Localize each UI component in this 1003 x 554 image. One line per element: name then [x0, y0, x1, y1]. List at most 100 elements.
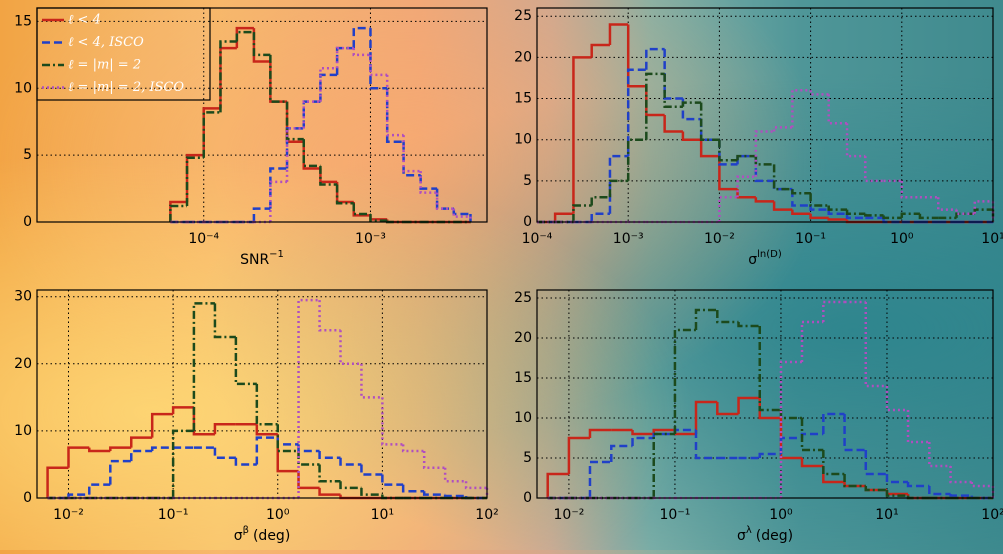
histogram-step [781, 438, 802, 454]
histogram-step [975, 201, 993, 213]
histogram-step [811, 193, 829, 205]
histogram-step [299, 451, 320, 464]
histogram-step [739, 322, 760, 326]
histogram-step [683, 131, 701, 139]
histogram-step [299, 471, 320, 488]
histogram-step [884, 215, 902, 217]
page: 05101510⁻⁴10⁻³SNR−1ℓ < 4ℓ < 4, ISCOℓ = |… [0, 0, 1003, 550]
histogram-step [908, 482, 929, 486]
y-tick-label: 10 [14, 423, 32, 439]
histogram-step [194, 407, 215, 434]
histogram-step [719, 140, 737, 161]
x-axis-label-main: σ [234, 528, 243, 544]
histogram-step [270, 55, 287, 102]
histogram-step [215, 448, 236, 458]
histogram-step [361, 464, 382, 474]
histogram-step [802, 434, 823, 438]
histogram-step [866, 450, 887, 474]
histogram-step [354, 48, 371, 55]
histogram-step [865, 156, 883, 181]
histogram-step [320, 300, 341, 330]
histogram-step [756, 156, 774, 181]
histogram-step [354, 203, 371, 214]
histogram-step [866, 302, 887, 386]
histogram-step [701, 119, 719, 140]
histogram-step [929, 442, 950, 466]
histogram-step [774, 164, 792, 189]
y-tick-label: 20 [14, 356, 32, 372]
histogram-step [628, 24, 646, 86]
histogram-step [829, 218, 847, 220]
y-tick-label: 25 [514, 290, 532, 306]
histogram-step [972, 482, 993, 486]
histogram-step [257, 424, 278, 434]
histogram-step [437, 193, 454, 209]
histogram-step [760, 326, 781, 410]
x-axis-label-main: σ [737, 528, 746, 544]
histogram-step [829, 206, 847, 210]
histogram-step [760, 454, 781, 458]
histogram-step [299, 444, 320, 451]
x-tick-label: 10⁻⁴ [522, 231, 553, 247]
histogram-step [152, 414, 173, 437]
histogram-step [370, 215, 387, 219]
x-tick-label: 10² [475, 507, 498, 523]
histogram-step [610, 156, 628, 214]
histogram-step [370, 55, 387, 75]
histogram-step [951, 494, 972, 496]
histogram-step [68, 448, 89, 468]
y-tick-label: 20 [514, 49, 532, 65]
histogram-step [590, 462, 611, 498]
histogram-step [304, 102, 321, 129]
histogram-step [204, 112, 221, 157]
x-tick-label: 10⁻¹ [795, 231, 826, 247]
y-tick-label: 20 [514, 330, 532, 346]
histogram-step [341, 458, 362, 465]
histogram-step [696, 310, 717, 330]
histogram-step [847, 210, 865, 214]
histogram-step [756, 197, 774, 201]
histogram-step [257, 438, 278, 465]
histogram-step [845, 474, 866, 486]
x-tick-label: 10⁰ [266, 507, 290, 523]
histogram-step [845, 414, 866, 450]
x-axis-label-sup: ln(D) [757, 249, 782, 260]
histogram-step [975, 210, 993, 214]
histogram-step [215, 424, 236, 434]
y-tick-label: 0 [23, 490, 32, 506]
histogram-step [270, 182, 287, 222]
y-tick-label: 30 [14, 289, 32, 305]
histogram-step [792, 210, 810, 214]
histogram-step [236, 337, 257, 384]
histogram-step [592, 45, 610, 57]
histogram-step [404, 135, 421, 171]
histogram-step [633, 430, 654, 434]
histogram-step [152, 448, 173, 451]
histogram-step [445, 495, 466, 496]
x-tick-label: 10² [981, 507, 1003, 523]
y-tick-label: 10 [514, 410, 532, 426]
x-axis-label: σλ(deg) [737, 525, 793, 544]
histogram-step [220, 41, 236, 112]
y-tick-label: 5 [23, 147, 32, 163]
legend-label: ℓ = |m| = 2, ISCO [68, 80, 184, 95]
x-tick-label: 10⁻² [704, 231, 735, 247]
histogram-step [781, 362, 802, 498]
histogram-step [278, 438, 299, 445]
histogram-step [665, 115, 683, 131]
histogram-step [628, 140, 646, 181]
histogram-step [337, 48, 354, 68]
histogram-step [170, 206, 187, 222]
plot-frame [537, 8, 993, 222]
x-tick-label: 10⁻⁴ [188, 231, 219, 247]
histogram-step [590, 430, 611, 438]
histogram-step [320, 68, 337, 101]
x-tick-label: 10⁻³ [355, 231, 386, 247]
histogram-step [437, 189, 454, 209]
y-tick-label: 10 [514, 132, 532, 148]
histogram-step [361, 488, 382, 495]
histogram-step [929, 486, 950, 494]
histogram-step [738, 189, 756, 197]
histogram-step [887, 474, 908, 482]
x-axis-label-main: σ [748, 252, 757, 268]
